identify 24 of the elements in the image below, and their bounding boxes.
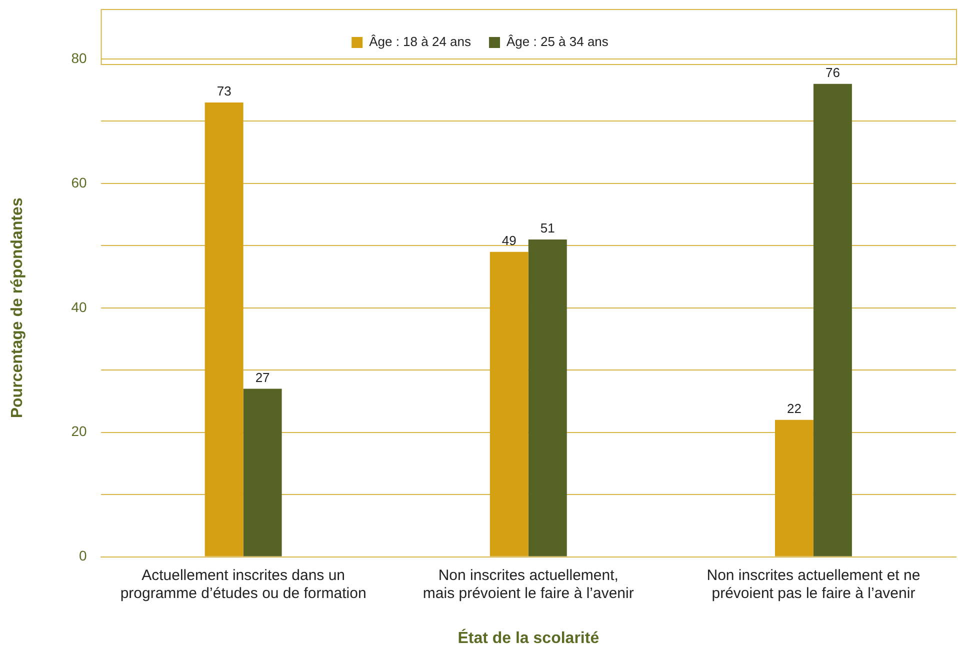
y-tick-label: 80 (71, 50, 87, 66)
data-label: 73 (216, 84, 232, 99)
x-tick-label: Actuellement inscrites dans un programme d’études ou de formation (120, 566, 366, 602)
legend-label: Âge : 18 à 24 ans (369, 34, 472, 50)
y-tick-label: 20 (71, 423, 87, 440)
bar (774, 420, 814, 556)
x-axis-title: État de la scolarité (458, 628, 600, 647)
bar (490, 252, 528, 556)
legend-label: Âge : 25 à 34 ans (506, 34, 609, 50)
data-label: 49 (502, 232, 516, 248)
y-axis-title: Pourcentage de répondantes (9, 198, 26, 418)
bar (204, 102, 244, 556)
y-tick-label: 60 (71, 174, 87, 190)
data-label: 51 (540, 220, 555, 236)
x-tick-label: Non inscrites actuellement et ne prévoient pas le faire à l’avenir (706, 566, 920, 602)
bar (813, 84, 852, 556)
y-tick-label: 0 (78, 548, 87, 564)
x-tick-label: Non inscrites actuellement, mais prévoient le faire à l’avenir (422, 566, 634, 602)
bar (243, 388, 282, 556)
bar (528, 239, 567, 556)
data-label: 27 (255, 370, 270, 385)
data-label: 76 (825, 64, 840, 80)
y-tick-label: 40 (71, 298, 87, 315)
data-label: 22 (786, 400, 802, 416)
